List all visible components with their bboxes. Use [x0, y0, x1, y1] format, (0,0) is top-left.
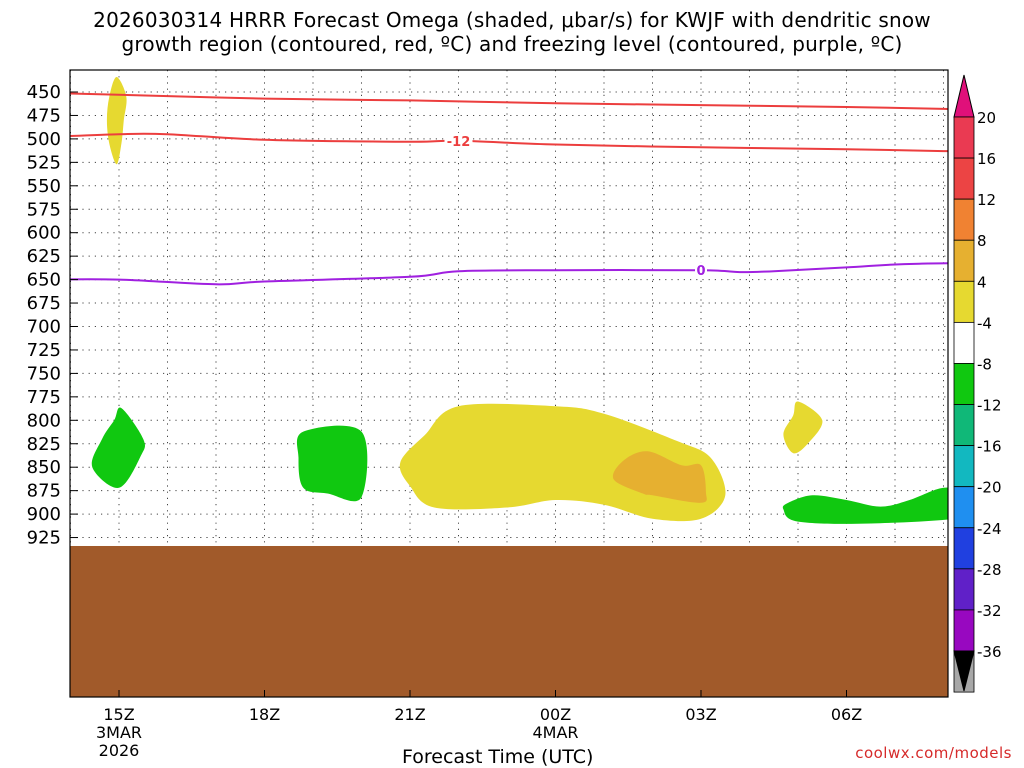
y-tick-label: 875 — [27, 481, 61, 502]
contour-dgz-lower — [70, 132, 948, 153]
y-tick-label: 600 — [27, 223, 61, 244]
omega-area-orange-01z — [612, 451, 707, 503]
y-tick-label: 575 — [27, 199, 61, 220]
colorbar-label: -16 — [977, 438, 1002, 456]
y-tick-label: 700 — [27, 317, 61, 338]
y-tick-label: 675 — [27, 293, 61, 314]
colorbar-bin — [953, 363, 975, 405]
x-tick-year-label: 2026 — [99, 741, 140, 760]
colorbar-label: -8 — [977, 355, 992, 373]
colorbar-bin — [953, 239, 975, 282]
colorbar-label: -24 — [977, 520, 1002, 538]
x-tick-date-label: 3MAR — [96, 723, 142, 742]
x-tick-label: 15Z — [103, 705, 134, 724]
colorbar-bin — [953, 486, 975, 529]
x-tick-label: 18Z — [249, 705, 280, 724]
contour-label-bg — [444, 132, 473, 149]
x-tick-label: 21Z — [394, 705, 425, 724]
x-axis-title: Forecast Time (UTC) — [402, 746, 594, 768]
y-tick-label: 925 — [27, 528, 61, 549]
x-tick-label: 00Z — [540, 705, 571, 724]
y-tick-label: 475 — [27, 105, 61, 126]
y-tick-label: 625 — [27, 246, 61, 267]
colorbar-label: -32 — [977, 602, 1002, 620]
colorbar-label: 20 — [977, 109, 996, 127]
colorbar-bin — [953, 116, 975, 159]
colorbar-label: 8 — [977, 232, 987, 250]
x-tick-label: 06Z — [831, 705, 862, 724]
colorbar-label: -4 — [977, 314, 992, 332]
colorbar-label: 16 — [977, 150, 996, 168]
colorbar-bin — [953, 198, 975, 241]
colorbar-bin — [953, 568, 975, 611]
x-tick-date-label: 4MAR — [532, 723, 578, 742]
contour-label-freezing-level: 0 — [696, 264, 705, 279]
chart-title-line-1: 2026030314 HRRR Forecast Omega (shaded, … — [93, 8, 931, 32]
y-tick-label: 650 — [27, 270, 61, 291]
y-tick-label: 825 — [27, 434, 61, 455]
y-tick-label: 500 — [27, 129, 61, 150]
colorbar-label: 4 — [977, 273, 987, 291]
omega-area-yellow-2130z-03z — [399, 403, 726, 522]
colorbar-bin — [953, 527, 975, 570]
plot-frame — [69, 69, 949, 698]
colorbar-bottom-arrow — [953, 650, 975, 692]
ground-layer — [70, 545, 948, 697]
colorbar-label: -12 — [977, 397, 1002, 415]
omega-area-yellow-band-15z — [106, 77, 127, 165]
y-tick-label: 850 — [27, 457, 61, 478]
contour-layer: -12 0 — [70, 92, 948, 286]
omega-area-green-15z — [91, 407, 145, 488]
colorbar-bin — [953, 609, 975, 652]
colorbar-bin — [953, 280, 975, 323]
contour-label-bg — [695, 262, 707, 279]
chart-title-line-2: growth region (contoured, red, ºC) and f… — [121, 32, 903, 56]
colorbar-label: -20 — [977, 479, 1002, 497]
contour-freezing-level — [70, 262, 948, 286]
omega-area-yellow-04z — [783, 401, 823, 454]
y-tick-label: 525 — [27, 152, 61, 173]
x-tick-label: 03Z — [685, 705, 716, 724]
y-tick-label: 550 — [27, 176, 61, 197]
colorbar-label: -28 — [977, 561, 1002, 579]
colorbar-bin — [953, 321, 975, 364]
colorbar-label: 12 — [977, 191, 996, 209]
colorbar: 20 16 12 8 4 -4 -8 -12 -16 -20 -24 -28 -32 -36 — [953, 74, 1002, 693]
y-tick-label: 775 — [27, 387, 61, 408]
y-tick-label: 900 — [27, 504, 61, 525]
colorbar-label: -36 — [977, 643, 1002, 661]
y-tick-label: 750 — [27, 363, 61, 384]
y-tick-label: 800 — [27, 410, 61, 431]
omega-area-green-19z — [296, 425, 368, 502]
contour-dgz-upper — [70, 92, 948, 110]
omega-fill-layer — [70, 77, 948, 697]
colorbar-bin — [953, 404, 975, 447]
colorbar-bin — [953, 445, 975, 488]
contour-label-dgz-lower: -12 — [447, 135, 471, 150]
y-tick-label: 450 — [27, 82, 61, 103]
credit-link[interactable]: coolwx.com/models — [855, 744, 1012, 762]
omega-area-green-06z — [782, 487, 948, 524]
y-tick-label: 725 — [27, 340, 61, 361]
colorbar-top-arrow — [953, 74, 975, 118]
colorbar-bin — [953, 157, 975, 200]
